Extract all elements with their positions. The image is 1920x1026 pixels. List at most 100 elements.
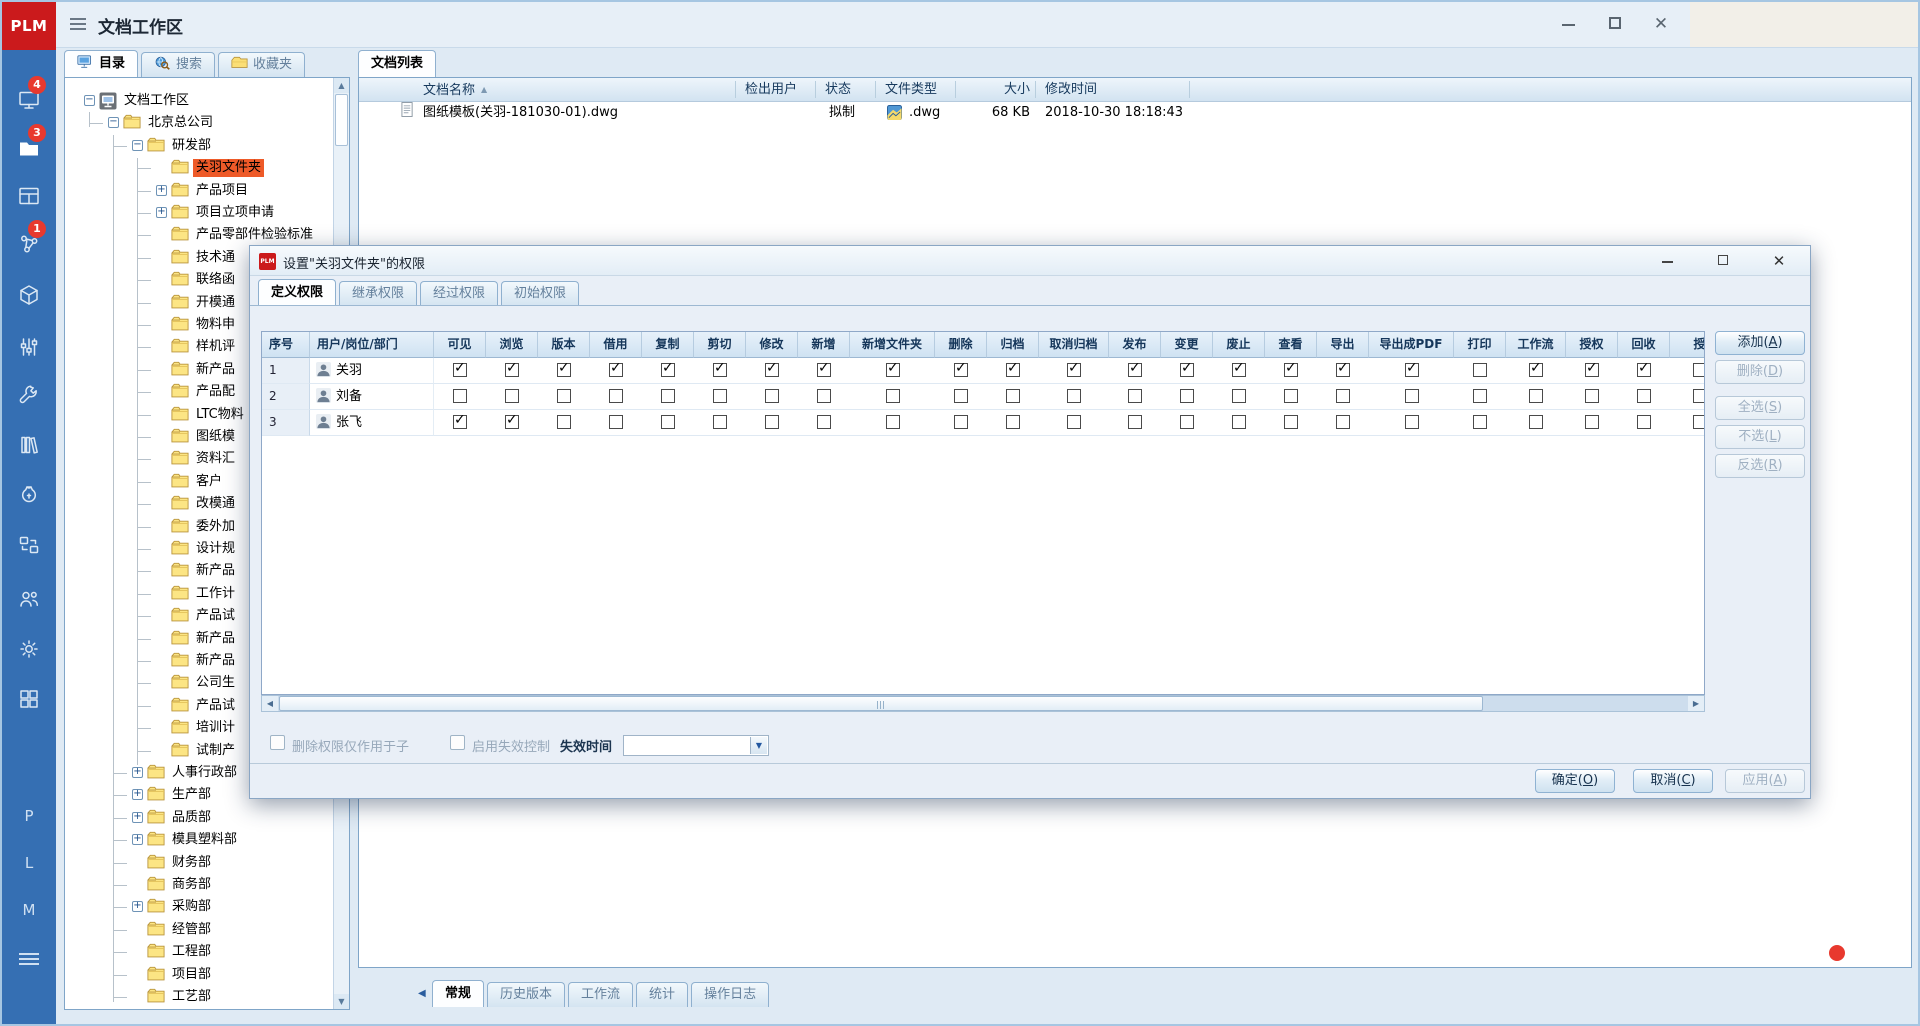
permission-checkbox[interactable] — [886, 389, 900, 403]
cancel-button[interactable]: 取消(C) — [1633, 769, 1713, 793]
column-header[interactable]: 废止 — [1213, 332, 1265, 358]
permission-checkbox[interactable] — [713, 389, 727, 403]
tree-item[interactable]: 产品试 — [65, 605, 316, 627]
tree-item[interactable]: 财务部 — [65, 852, 316, 874]
dialog-minimize-button[interactable] — [1654, 251, 1680, 271]
scroll-down-icon[interactable]: ▼ — [334, 994, 349, 1009]
permission-checkbox[interactable] — [1006, 415, 1020, 429]
column-header[interactable]: 修改 — [746, 332, 798, 358]
tab-catalog[interactable]: 目录 — [64, 50, 139, 77]
expiry-time-select[interactable]: ▼ — [623, 735, 769, 756]
permission-checkbox[interactable] — [1637, 415, 1651, 429]
permission-checkbox[interactable] — [609, 415, 623, 429]
scrollbar-thumb[interactable] — [335, 94, 348, 146]
tree-item[interactable]: + 生产部 — [65, 784, 316, 806]
permission-checkbox[interactable] — [1585, 389, 1599, 403]
rail-transfer-icon[interactable] — [17, 533, 41, 557]
tab-统计[interactable]: 统计 — [636, 982, 689, 1007]
permission-checkbox[interactable] — [954, 415, 968, 429]
column-header[interactable]: 变更 — [1161, 332, 1213, 358]
column-header[interactable]: 修改时间 — [1045, 82, 1098, 97]
permission-checkbox[interactable] — [1693, 389, 1704, 403]
rail-sliders-icon[interactable] — [17, 335, 41, 359]
horizontal-scrollbar[interactable]: ◀ ▶ — [261, 695, 1705, 712]
permission-checkbox[interactable] — [1067, 389, 1081, 403]
column-header[interactable]: 复制 — [642, 332, 694, 358]
tree-item[interactable]: − 研发部 — [65, 135, 316, 157]
permission-checkbox[interactable] — [765, 360, 779, 377]
user-cell[interactable]: 关羽 — [310, 358, 434, 384]
menu-icon[interactable] — [70, 18, 86, 33]
permission-checkbox[interactable] — [1405, 415, 1419, 429]
tab-继承权限[interactable]: 继承权限 — [339, 281, 418, 306]
rail-grid-icon[interactable] — [17, 687, 41, 711]
user-cell[interactable]: 张飞 — [310, 410, 434, 436]
scroll-left-icon[interactable]: ◀ — [262, 696, 278, 711]
tree-item[interactable]: + 采购部 — [65, 896, 316, 918]
expand-icon[interactable]: + — [156, 184, 167, 196]
tree-item[interactable]: + 品质部 — [65, 807, 316, 829]
tree-item[interactable]: 经管部 — [65, 919, 316, 941]
column-header[interactable]: 归档 — [987, 332, 1039, 358]
permission-checkbox[interactable] — [1637, 360, 1651, 377]
rail-share-icon[interactable] — [17, 232, 41, 256]
tree-item[interactable]: 产品配 — [65, 381, 316, 403]
permission-checkbox[interactable] — [1067, 415, 1081, 429]
expand-icon[interactable]: + — [156, 206, 167, 218]
tab-document-list[interactable]: 文档列表 — [358, 50, 437, 77]
rail-folder-icon[interactable] — [17, 136, 41, 160]
minimize-button[interactable] — [1553, 12, 1583, 36]
tree-item[interactable]: 培训计 — [65, 717, 316, 739]
column-header[interactable]: 新增 — [798, 332, 850, 358]
column-header[interactable]: 大小 — [1003, 82, 1030, 97]
tab-工作流[interactable]: 工作流 — [568, 982, 634, 1007]
expand-icon[interactable]: + — [132, 833, 143, 845]
permission-checkbox[interactable] — [505, 360, 519, 377]
column-header[interactable]: 浏览 — [486, 332, 538, 358]
permission-checkbox[interactable] — [1529, 389, 1543, 403]
tree-item[interactable]: − 文档工作区 — [65, 90, 316, 112]
tree-item[interactable]: 联络函 — [65, 269, 316, 291]
permission-checkbox[interactable] — [661, 415, 675, 429]
permission-checkbox[interactable] — [1006, 360, 1020, 377]
column-header[interactable]: 可见 — [434, 332, 486, 358]
tree-item[interactable]: 试制产 — [65, 740, 316, 762]
tree-item[interactable]: 新产品 — [65, 359, 316, 381]
tree-item[interactable]: 公司生 — [65, 672, 316, 694]
column-header[interactable]: 检出用户 — [745, 82, 798, 97]
column-header[interactable]: 导出 — [1317, 332, 1369, 358]
tab-常规[interactable]: 常规 — [432, 980, 485, 1007]
permission-checkbox[interactable] — [1128, 360, 1142, 377]
column-header[interactable]: 查看 — [1265, 332, 1317, 358]
permission-checkbox[interactable] — [1693, 363, 1704, 377]
permission-checkbox[interactable] — [1067, 360, 1081, 377]
table-row[interactable]: 图纸模板(关羽-181030-01).dwg 拟制 .dwg 68 KB 2018-10… — [359, 102, 1911, 124]
tree-item[interactable]: 资料汇 — [65, 448, 316, 470]
permission-checkbox[interactable] — [713, 360, 727, 377]
permission-checkbox[interactable] — [1232, 360, 1246, 377]
user-cell[interactable]: 刘备 — [310, 384, 434, 410]
notification-badge[interactable] — [1828, 944, 1846, 962]
column-header[interactable]: 工作流 — [1506, 332, 1566, 358]
column-header[interactable]: 版本 — [538, 332, 590, 358]
permission-checkbox[interactable] — [1336, 415, 1350, 429]
column-header[interactable]: 借用 — [590, 332, 642, 358]
dialog-close-button[interactable]: ✕ — [1772, 252, 1786, 270]
tree-item[interactable]: 改模通 — [65, 493, 316, 515]
tree-item[interactable]: 产品零部件检验标准 — [65, 224, 316, 246]
tree-item[interactable]: 物料申 — [65, 314, 316, 336]
column-header[interactable]: 文档名称 ▲ — [423, 78, 723, 101]
permission-checkbox[interactable] — [1473, 415, 1487, 429]
permission-checkbox[interactable] — [1473, 389, 1487, 403]
permission-checkbox[interactable] — [1180, 415, 1194, 429]
delete-perm-children-checkbox[interactable] — [270, 735, 285, 750]
tree-item[interactable]: 商务部 — [65, 874, 316, 896]
scrollbar-thumb[interactable] — [279, 696, 1483, 711]
permission-checkbox[interactable] — [1585, 360, 1599, 377]
permission-checkbox[interactable] — [886, 360, 900, 377]
tree-item[interactable]: 样机评 — [65, 336, 316, 358]
tab-定义权限[interactable]: 定义权限 — [258, 279, 337, 306]
expand-icon[interactable]: + — [132, 811, 143, 823]
ok-button[interactable]: 确定(O) — [1535, 769, 1615, 793]
permission-checkbox[interactable] — [1529, 415, 1543, 429]
